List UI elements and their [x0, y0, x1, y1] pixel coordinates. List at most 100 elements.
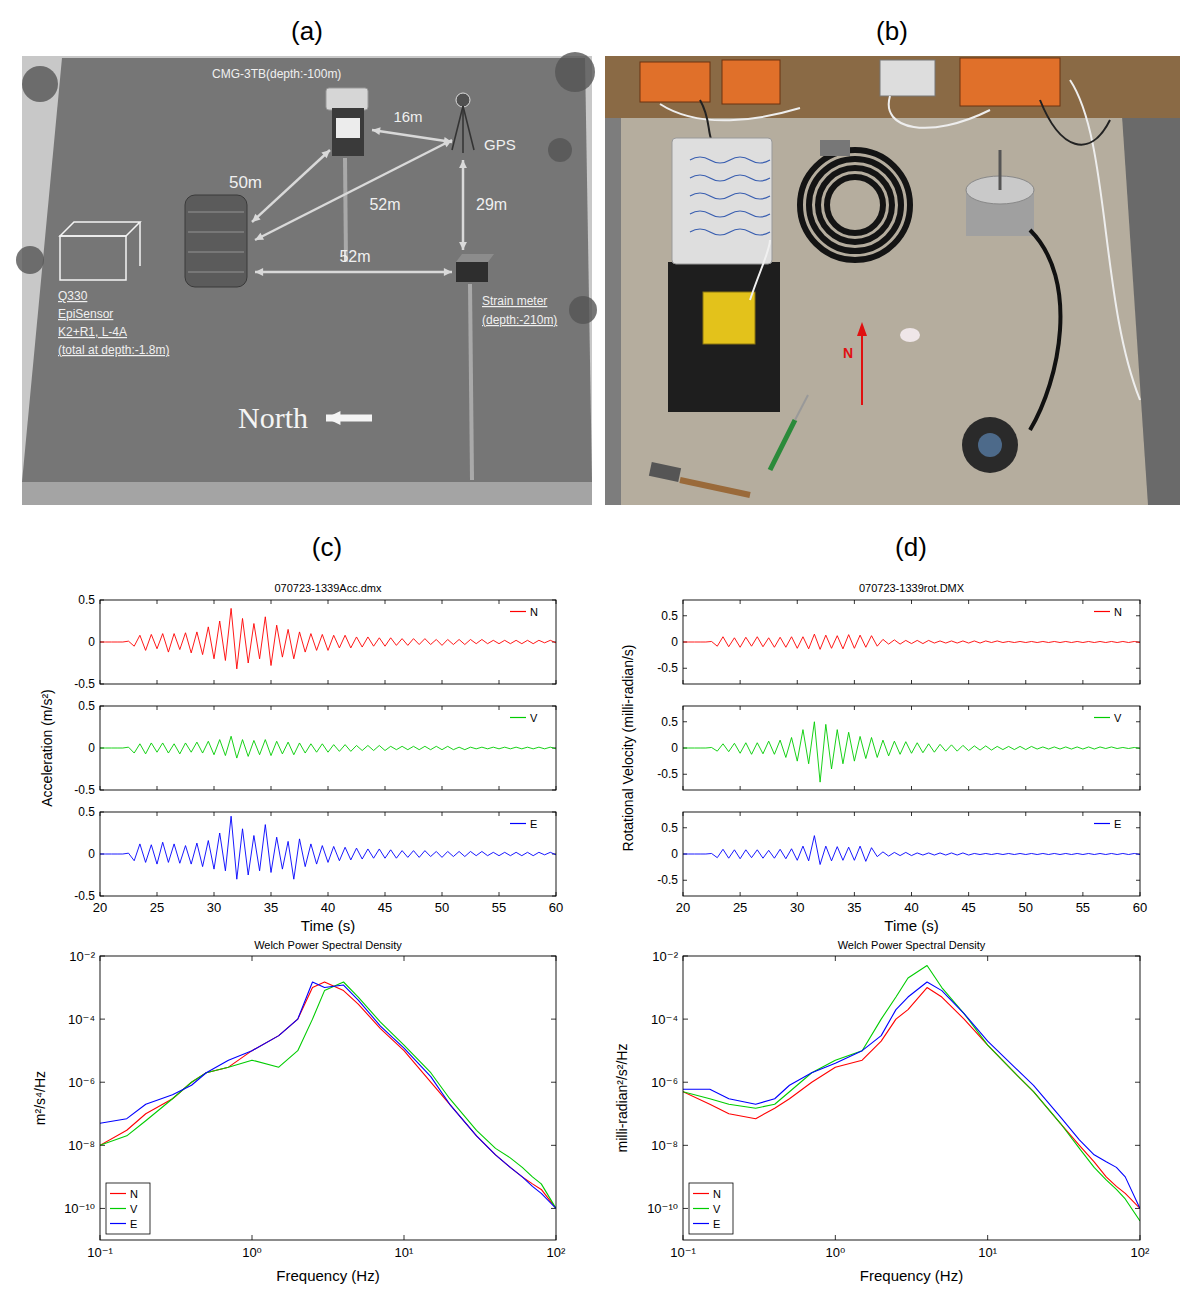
- instrument-face: [336, 118, 360, 138]
- x-tick: [328, 892, 329, 896]
- series-line: [683, 988, 1140, 1209]
- x-tick: [740, 812, 741, 816]
- x-tick: [968, 706, 969, 710]
- x-tick-label: 55: [492, 900, 506, 915]
- x-tick: [968, 892, 969, 896]
- vault-frame: [139, 222, 141, 266]
- x-tick: [797, 786, 798, 790]
- strip: -0.500.5V: [657, 706, 1140, 790]
- legend: V: [1094, 712, 1122, 724]
- x-tick: [442, 706, 443, 710]
- y-tick-label: 0.5: [78, 699, 95, 713]
- y-tick: [551, 1082, 556, 1083]
- y-tick: [1136, 721, 1140, 722]
- x-tick: [404, 956, 405, 961]
- arrow-shaft: [372, 130, 452, 142]
- x-tick: [499, 680, 500, 684]
- wall-right: [1118, 56, 1180, 505]
- x-tick: [214, 680, 215, 684]
- north-arrow-head: [857, 322, 867, 336]
- plot-area: [683, 812, 1140, 896]
- series-group: [100, 736, 556, 758]
- y-tick-label: 0: [671, 635, 678, 649]
- x-tick-label: 30: [790, 900, 804, 915]
- accelerometer: [703, 292, 755, 344]
- y-tick-label: -0.5: [657, 767, 678, 781]
- legend: NVE: [689, 1183, 733, 1234]
- chart-title: Welch Power Spectral Density: [838, 939, 986, 951]
- x-tick: [797, 680, 798, 684]
- y-tick-label: 0: [88, 635, 95, 649]
- y-tick-label: 0: [88, 741, 95, 755]
- legend-swatch: [1094, 823, 1110, 824]
- chart: 070723-1339rot.DMX-0.500.5N-0.500.5V2025…: [620, 582, 1147, 934]
- strip: -0.500.5N: [657, 600, 1140, 684]
- y-tick-label: -0.5: [657, 873, 678, 887]
- device-box: [880, 60, 935, 96]
- tree: [548, 138, 572, 162]
- arrow-head: [443, 140, 452, 147]
- x-tick: [968, 680, 969, 684]
- legend-swatch: [110, 1223, 126, 1224]
- chart-title: 070723-1339Acc.dmx: [274, 582, 382, 594]
- x-tick: [1025, 892, 1026, 896]
- sensor-plate: [668, 262, 780, 412]
- wall-left: [605, 56, 621, 505]
- frame: [100, 706, 556, 790]
- arrow-head: [255, 268, 263, 276]
- borehole: [345, 158, 346, 262]
- plot-area: [100, 600, 556, 684]
- ground: [22, 58, 592, 482]
- x-tick: [968, 600, 969, 604]
- x-tick: [271, 600, 272, 604]
- x-tick: [797, 706, 798, 710]
- instrument-label: CMG-3TB(depth:-100m): [212, 67, 341, 81]
- y-tick: [100, 1082, 105, 1083]
- cable-coil: [800, 150, 910, 260]
- x-tick: [1082, 706, 1083, 710]
- x-tick: [499, 812, 500, 816]
- x-tick: [740, 892, 741, 896]
- vault-frame: [60, 222, 140, 236]
- x-tick: [214, 892, 215, 896]
- distance-label: 29m: [476, 196, 507, 213]
- small-sensor-top: [978, 433, 1002, 457]
- cable-coil: [827, 177, 883, 233]
- x-tick: [1082, 892, 1083, 896]
- chart-title: Welch Power Spectral Density: [254, 939, 402, 951]
- y-axis-title: m²/s⁴/Hz: [32, 1071, 48, 1125]
- handwriting: [690, 193, 770, 199]
- legend: N: [1094, 606, 1122, 618]
- x-tick: [911, 892, 912, 896]
- x-tick: [797, 892, 798, 896]
- legend-label: V: [1114, 712, 1122, 724]
- x-tick: [271, 706, 272, 710]
- x-tick-label: 10⁻¹: [87, 1245, 113, 1260]
- x-tick: [499, 786, 500, 790]
- strain-body: [456, 262, 488, 282]
- x-tick: [740, 706, 741, 710]
- x-tick: [740, 600, 741, 604]
- hammer-head: [649, 462, 681, 482]
- cable-coil: [818, 168, 892, 242]
- legend-swatch: [110, 1208, 126, 1209]
- x-tick: [1082, 786, 1083, 790]
- x-tick: [157, 892, 158, 896]
- y-tick-label: 0.5: [78, 805, 95, 819]
- y-tick: [683, 880, 687, 881]
- frame: [100, 600, 556, 684]
- series-line: [100, 608, 556, 668]
- north-label: North: [238, 401, 308, 434]
- y-tick: [1135, 1082, 1140, 1083]
- hammer-handle: [680, 480, 750, 495]
- gps-antenna: [456, 93, 470, 107]
- panel-letter: (c): [312, 532, 342, 562]
- x-tick: [499, 600, 500, 604]
- y-axis-title: Rotational Velocity (milli-radian/s): [620, 645, 636, 852]
- y-tick: [683, 1082, 688, 1083]
- x-tick-label: 25: [733, 900, 747, 915]
- tree: [555, 52, 595, 92]
- y-tick: [683, 1208, 688, 1209]
- x-tick: [911, 786, 912, 790]
- legend-label: E: [530, 818, 537, 830]
